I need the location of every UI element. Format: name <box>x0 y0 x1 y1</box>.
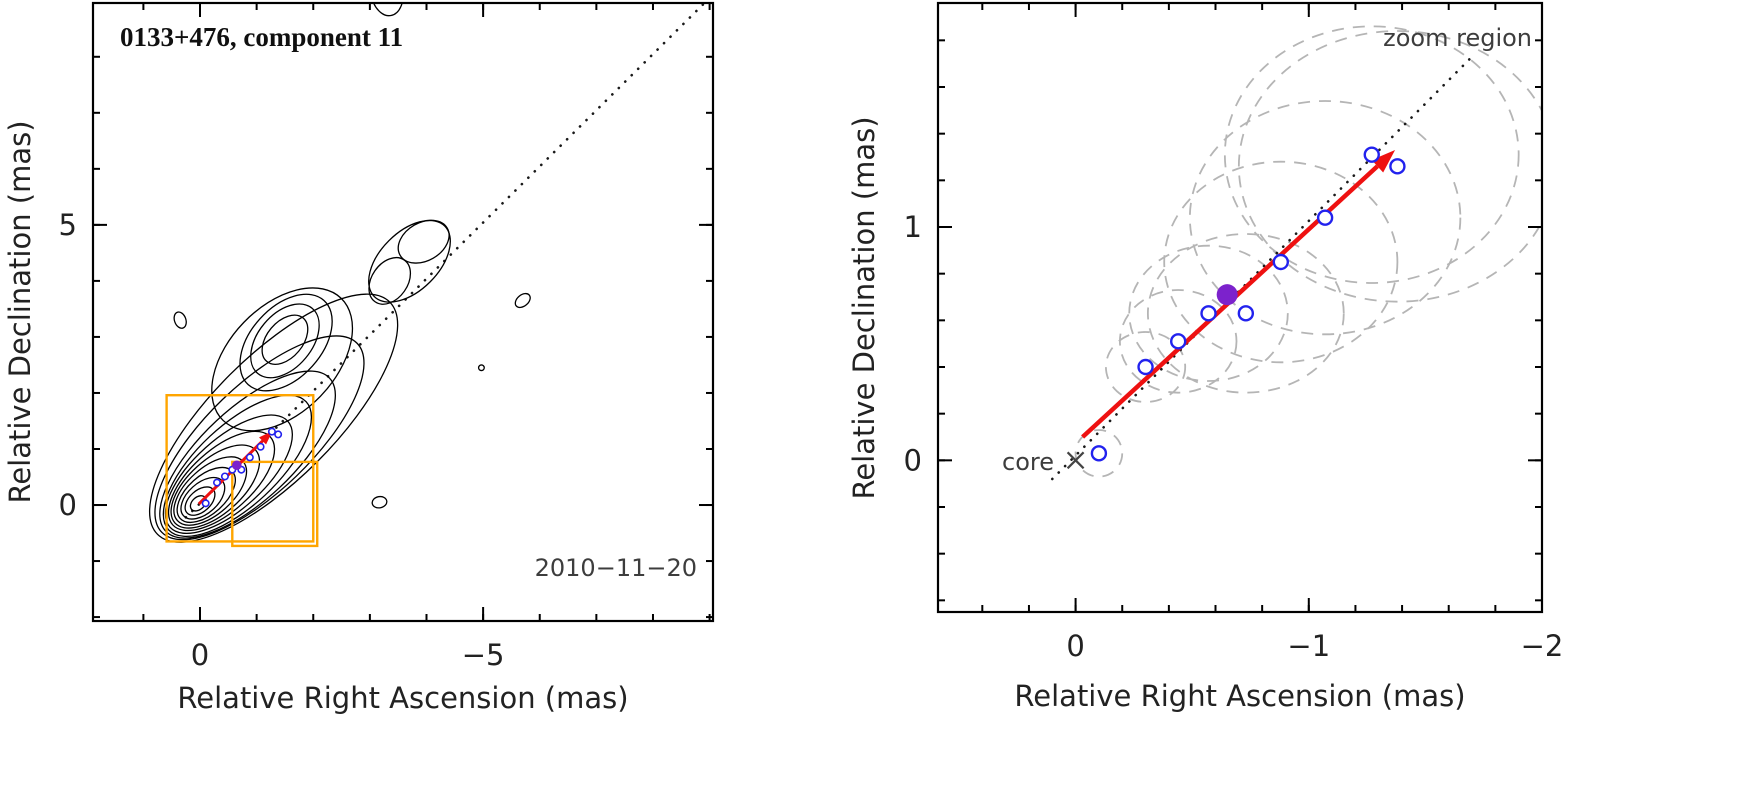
right-zoom-panel: 0 −1 −2 0 1 <box>904 1 1564 663</box>
component-size-ellipse <box>1237 30 1542 303</box>
motion-arrow-head <box>1371 150 1396 173</box>
x-tick-label: −1 <box>1287 629 1330 663</box>
x-tick-label: 0 <box>191 638 209 672</box>
component-point <box>213 478 222 487</box>
epoch-date-label: 2010−11−20 <box>535 554 697 582</box>
contour-ellipse <box>167 430 276 532</box>
component-point <box>1170 333 1187 350</box>
component-size-ellipse <box>1188 100 1462 336</box>
contour-ellipse <box>173 311 187 329</box>
plot-area <box>148 3 706 548</box>
contour-ellipse <box>371 495 388 509</box>
component-point <box>1237 305 1255 322</box>
component-size-ellipse <box>1074 429 1124 478</box>
left-yaxis-label: Relative Declination (mas) <box>3 120 37 503</box>
y-tick-label: 5 <box>59 208 77 242</box>
contour-ellipse <box>368 219 451 303</box>
right-yaxis-label: Relative Declination (mas) <box>847 116 881 499</box>
zoom-region-box <box>231 460 319 548</box>
y-tick-label: 0 <box>904 443 922 477</box>
component-size-ellipse <box>1146 233 1345 394</box>
contour-ellipse <box>239 293 333 392</box>
contour-ellipse <box>154 335 365 541</box>
y-tick-label: 1 <box>904 210 922 244</box>
component-size-ellipse <box>1128 244 1289 382</box>
component-point <box>1363 146 1380 163</box>
contour-ellipse <box>477 364 485 372</box>
component-point <box>256 442 265 451</box>
component-size-ellipse <box>1118 289 1238 394</box>
left-xaxis-label: Relative Right Ascension (mas) <box>177 681 628 715</box>
component-point <box>220 472 229 481</box>
component-point <box>1389 158 1406 175</box>
zoom-region-label: zoom region <box>1383 24 1532 52</box>
contour-ellipse <box>211 287 354 432</box>
left-contour-panel: 0 −5 0 5 <box>59 1 715 672</box>
contour-ellipse <box>250 303 320 379</box>
x-tick-label: 0 <box>1066 629 1084 663</box>
core-cross-marker <box>1066 451 1085 470</box>
component-size-ellipse <box>1223 25 1520 284</box>
component-point <box>1090 445 1108 462</box>
x-tick-label: −5 <box>462 638 505 672</box>
x-tick-label: −2 <box>1521 629 1564 663</box>
component-point <box>1272 253 1290 271</box>
contour-ellipse <box>514 292 531 309</box>
jet-direction-dotted-line <box>1050 55 1474 481</box>
right-xaxis-label: Relative Right Ascension (mas) <box>1014 679 1465 713</box>
core-label: core <box>1002 448 1054 476</box>
component-point-filled <box>1216 284 1238 306</box>
component-point <box>245 453 254 462</box>
contour-ellipse <box>370 3 404 17</box>
component-point <box>267 427 276 436</box>
component-point <box>1200 305 1217 322</box>
source-title: 0133+476, component 11 <box>120 22 403 52</box>
component-point <box>201 499 210 508</box>
component-point <box>1137 358 1154 376</box>
component-point <box>274 430 283 439</box>
component-size-ellipse <box>1105 331 1187 403</box>
zoom-region-box <box>165 394 315 543</box>
component-point <box>1316 209 1334 226</box>
contour-ellipse <box>162 394 313 538</box>
panel-frame <box>91 1 715 623</box>
component-point-filled <box>232 460 242 471</box>
panel-frame <box>936 1 1544 614</box>
plot-area <box>1050 25 1542 481</box>
component-size-ellipse <box>1163 160 1399 364</box>
y-tick-label: 0 <box>59 488 77 522</box>
contour-ellipse <box>261 314 309 365</box>
